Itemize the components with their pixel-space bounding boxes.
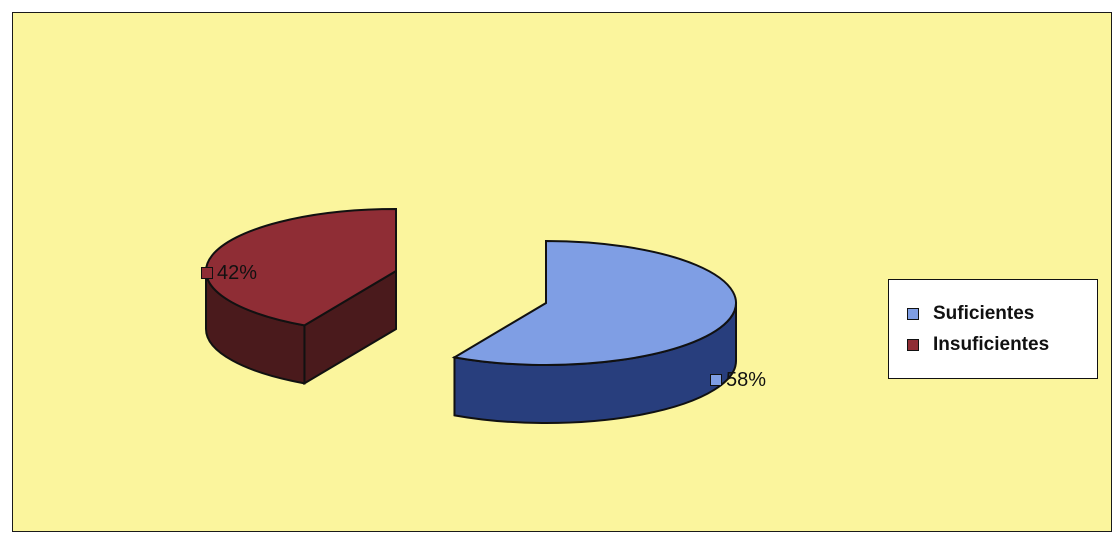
pie-slice-insuficientes bbox=[205, 207, 397, 327]
data-label-swatch-insuficientes bbox=[201, 267, 213, 279]
data-label-suficientes: 58% bbox=[710, 369, 766, 391]
chart-legend: Suficientes Insuficientes bbox=[888, 279, 1098, 379]
legend-item-suficientes: Suficientes bbox=[907, 302, 1034, 326]
legend-label-suficientes: Suficientes bbox=[933, 303, 1035, 324]
legend-label-insuficientes: Insuficientes bbox=[933, 334, 1050, 355]
legend-swatch-insuficientes bbox=[907, 339, 919, 351]
data-label-text-insuficientes: 42% bbox=[217, 261, 258, 284]
data-label-swatch-suficientes bbox=[710, 374, 722, 386]
chart-area: 58% 42% Suficientes Insuficientes bbox=[12, 12, 1112, 532]
legend-swatch-suficientes bbox=[907, 308, 919, 320]
pie-slice-suficientes bbox=[451, 239, 737, 366]
legend-item-insuficientes: Insuficientes bbox=[907, 333, 1049, 357]
data-label-text-suficientes: 58% bbox=[726, 368, 767, 391]
pie-chart bbox=[205, 207, 737, 424]
data-label-insuficientes: 42% bbox=[201, 262, 257, 284]
